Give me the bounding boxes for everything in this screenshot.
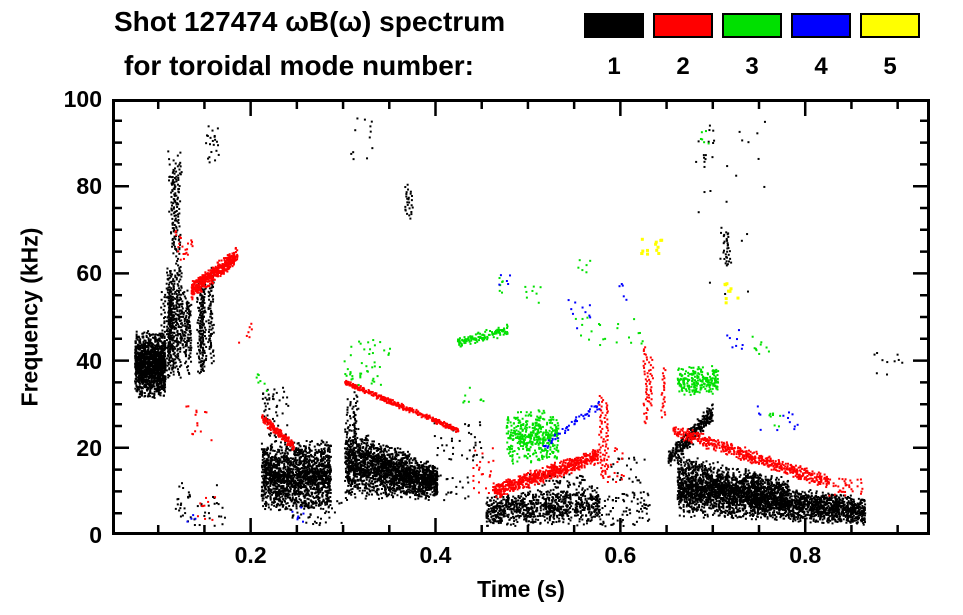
legend-mode-number-3: 3 bbox=[745, 53, 759, 80]
legend-swatch-n1 bbox=[584, 13, 644, 38]
y-tick-label: 100 bbox=[63, 86, 102, 112]
y-tick-label: 0 bbox=[89, 522, 102, 548]
legend-swatch-n2 bbox=[653, 13, 713, 38]
figure-subtitle: for toroidal mode number: bbox=[124, 50, 474, 81]
legend-mode-number-4: 4 bbox=[814, 53, 828, 80]
legend-swatch-n3 bbox=[722, 13, 782, 38]
legend-mode-number-2: 2 bbox=[676, 53, 690, 80]
y-tick-label: 60 bbox=[76, 260, 102, 287]
figure-title: Shot 127474 ωB(ω) spectrum bbox=[114, 6, 506, 37]
y-tick-label: 40 bbox=[76, 347, 102, 374]
legend-swatch-n5 bbox=[860, 13, 920, 38]
y-axis-title: Frequency (kHz) bbox=[16, 227, 43, 407]
legend-mode-number-5: 5 bbox=[883, 53, 897, 80]
x-axis-title: Time (s) bbox=[477, 576, 565, 602]
y-tick-label: 80 bbox=[76, 173, 102, 200]
y-tick-label: 20 bbox=[76, 434, 102, 461]
x-tick-label: 0.8 bbox=[789, 542, 822, 568]
x-tick-label: 0.2 bbox=[234, 542, 267, 568]
spectrogram-plot bbox=[112, 99, 930, 535]
x-tick-label: 0.6 bbox=[604, 542, 637, 568]
x-tick-label: 0.4 bbox=[419, 542, 452, 568]
legend-swatch-n4 bbox=[791, 13, 851, 38]
legend-mode-number-1: 1 bbox=[607, 53, 621, 80]
